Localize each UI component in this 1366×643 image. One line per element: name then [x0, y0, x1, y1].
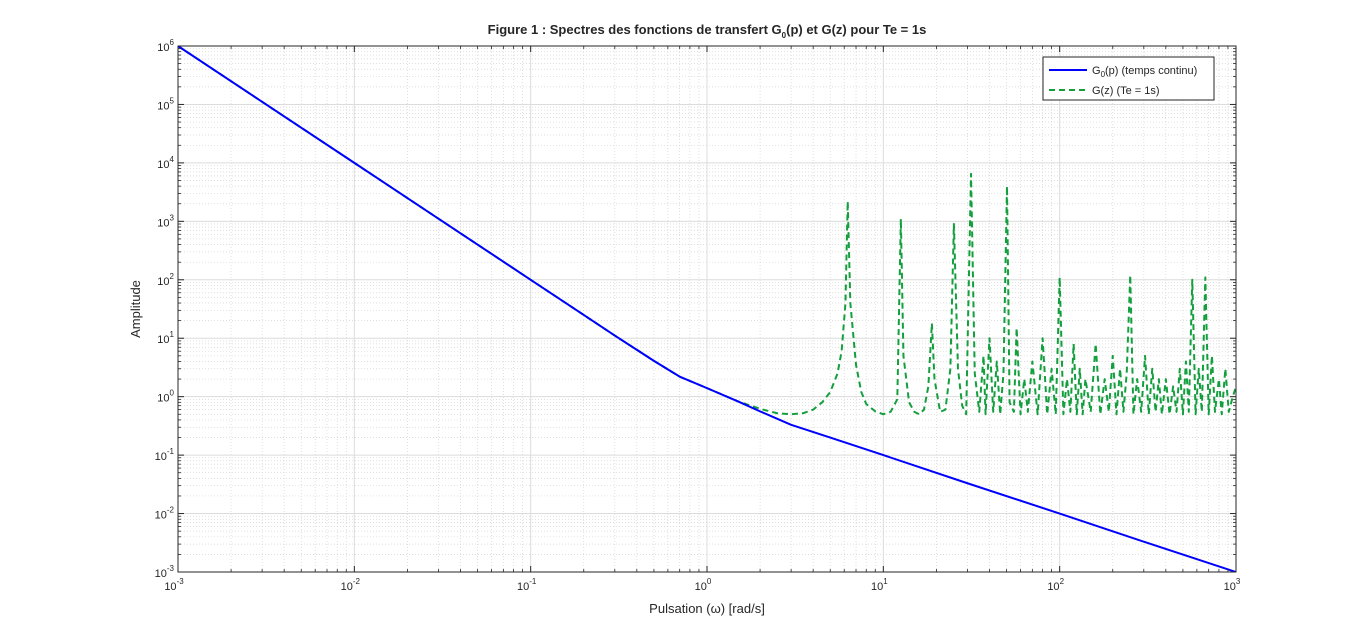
series-line-continuous — [178, 46, 1236, 572]
axis-ticks — [177, 45, 1237, 573]
y-tick-label: 10-3 — [155, 564, 175, 580]
y-tick-label: 105 — [157, 96, 174, 112]
x-tick-label: 10-2 — [341, 577, 361, 593]
y-axis-label: Amplitude — [128, 280, 143, 338]
y-tick-label: 102 — [157, 272, 174, 288]
legend-label-discrete: G(z) (Te = 1s) — [1092, 85, 1160, 97]
chart-title: Figure 1 : Spectres des fonctions de tra… — [488, 22, 927, 40]
y-tick-labels: 106 105 104 103 102 101 100 10-1 10-2 10-3 — [155, 38, 175, 580]
x-tick-label: 103 — [1224, 577, 1241, 593]
legend-label-continuous: G0(p) (temps continu) — [1092, 65, 1197, 79]
y-tick-label: 106 — [157, 38, 174, 54]
series-layer — [178, 46, 1236, 572]
x-tick-label: 100 — [695, 577, 712, 593]
x-tick-label: 102 — [1047, 577, 1064, 593]
x-tick-label: 101 — [871, 577, 888, 593]
legend: G0(p) (temps continu) G(z) (Te = 1s) — [1042, 56, 1215, 101]
x-tick-label: 10-1 — [517, 577, 537, 593]
series-line-discrete — [178, 46, 1236, 416]
y-tick-label: 101 — [157, 330, 174, 346]
x-axis-label: Pulsation (ω) [rad/s] — [649, 601, 765, 616]
legend-box — [1042, 56, 1215, 101]
y-tick-label: 100 — [157, 389, 174, 405]
y-tick-label: 104 — [157, 155, 174, 171]
y-tick-label: 10-2 — [155, 506, 175, 522]
x-tick-label: 10-3 — [164, 577, 184, 593]
x-tick-labels: 10-3 10-2 10-1 100 101 102 103 — [164, 577, 1241, 593]
y-tick-label: 10-1 — [155, 447, 175, 463]
y-tick-label: 103 — [157, 213, 174, 229]
